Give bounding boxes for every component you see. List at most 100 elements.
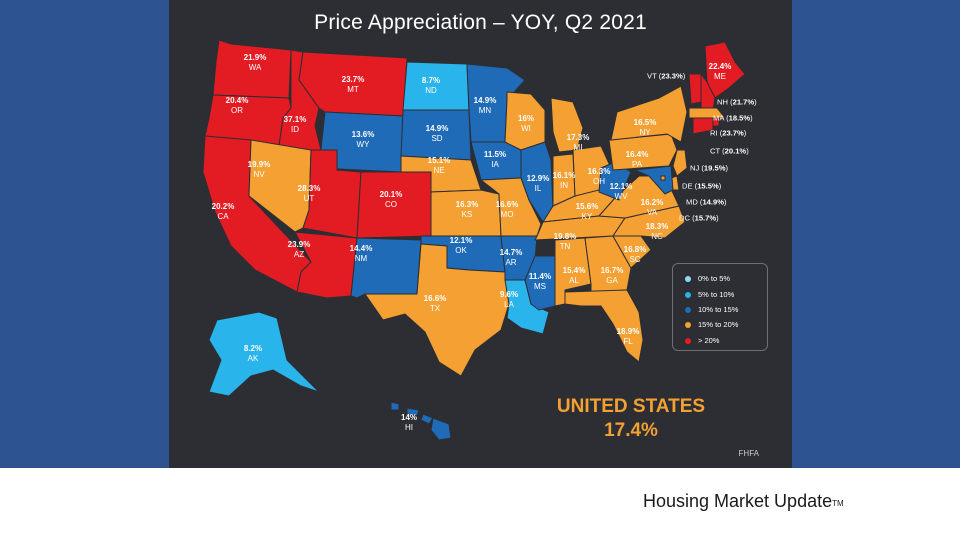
state-abbr: CO bbox=[385, 200, 397, 209]
state-label-ny: 16.5% NY bbox=[634, 118, 657, 138]
state-value: 28.3% bbox=[297, 184, 321, 193]
state-abbr: OR bbox=[231, 106, 243, 115]
state-value: 14.7% bbox=[499, 248, 523, 257]
state-abbr: KY bbox=[581, 212, 593, 221]
state-vt bbox=[688, 73, 702, 105]
state-label-or: 20.4% OR bbox=[226, 96, 249, 116]
state-label-wi: 16% WI bbox=[518, 114, 534, 134]
callout-abbr: MA bbox=[713, 113, 724, 123]
callout-value: 15.5% bbox=[697, 181, 719, 191]
state-label-ar: 14.7% AR bbox=[500, 248, 523, 268]
state-abbr: IL bbox=[534, 184, 542, 193]
state-abbr: NV bbox=[253, 170, 265, 179]
state-abbr: GA bbox=[606, 276, 618, 285]
callout-abbr: CT bbox=[710, 146, 720, 156]
state-value: 14.4% bbox=[349, 244, 373, 253]
legend-item: 0% to 5% bbox=[685, 274, 730, 283]
state-value: 16% bbox=[517, 114, 535, 123]
state-abbr: WA bbox=[248, 63, 262, 72]
legend-label: > 20% bbox=[698, 336, 720, 345]
state-abbr: FL bbox=[623, 337, 633, 346]
callout-value: 19.5% bbox=[703, 163, 726, 173]
callout-abbr: NH bbox=[717, 97, 728, 107]
state-value: 16.2% bbox=[640, 198, 664, 207]
callout-value: 23.7% bbox=[722, 128, 744, 138]
state-label-mn: 14.9% MN bbox=[474, 96, 497, 116]
state-label-ms: 11.4% MS bbox=[529, 272, 551, 292]
state-label-al: 15.4% AL bbox=[563, 266, 586, 286]
callout-value: 15.7% bbox=[694, 213, 717, 223]
state-label-ak: 8.2% AK bbox=[244, 344, 262, 364]
callout-value: 20.1% bbox=[724, 146, 747, 156]
state-value: 15.1% bbox=[427, 156, 451, 165]
state-label-nd: 8.7% ND bbox=[422, 76, 440, 96]
state-label-mt: 23.7% MT bbox=[342, 75, 365, 95]
state-label-in: 16.1% IN bbox=[553, 171, 576, 191]
legend-label: 0% to 5% bbox=[698, 274, 731, 283]
state-abbr: SC bbox=[629, 255, 641, 264]
callout-md: MD (14.9%) bbox=[686, 197, 727, 207]
state-value: 16.3% bbox=[587, 167, 611, 176]
state-abbr: AR bbox=[505, 258, 517, 267]
callout-value: 21.7% bbox=[732, 97, 755, 107]
callout-nh: NH (21.7%) bbox=[717, 97, 757, 107]
national-summary: UNITED STATES 17.4% bbox=[556, 395, 706, 443]
state-abbr: AZ bbox=[293, 250, 305, 259]
state-label-me: 22.4% ME bbox=[709, 62, 732, 82]
national-value: 17.4% bbox=[604, 420, 658, 441]
state-label-wa: 21.9% WA bbox=[244, 53, 267, 73]
state-value: 21.9% bbox=[243, 53, 267, 62]
state-value: 16.3% bbox=[455, 200, 479, 209]
callout-vt: VT (23.3%) bbox=[647, 71, 686, 81]
legend-swatch bbox=[685, 322, 691, 329]
state-abbr: NM bbox=[354, 254, 368, 263]
state-abbr: SD bbox=[431, 134, 443, 143]
state-fl bbox=[564, 289, 644, 363]
state-abbr: MI bbox=[573, 143, 583, 152]
state-label-nv: 19.9% NV bbox=[248, 160, 271, 180]
state-value: 8.2% bbox=[243, 344, 263, 353]
state-label-ut: 28.3% UT bbox=[298, 184, 321, 204]
state-abbr: TN bbox=[559, 242, 571, 251]
state-abbr: NC bbox=[651, 232, 663, 241]
callout-abbr: MD bbox=[686, 197, 698, 207]
state-value: 16.7% bbox=[600, 266, 624, 275]
us-map bbox=[202, 39, 746, 441]
state-value: 18.9% bbox=[616, 327, 640, 336]
state-value: 37.1% bbox=[283, 115, 307, 124]
state-value: 16.4% bbox=[625, 150, 649, 159]
state-hi-island-3 bbox=[420, 413, 434, 425]
state-label-il: 12.9% IL bbox=[527, 174, 550, 194]
state-abbr: ND bbox=[425, 86, 437, 95]
state-dc bbox=[660, 175, 666, 181]
state-md bbox=[633, 165, 674, 195]
state-ak bbox=[208, 311, 320, 397]
state-value: 22.4% bbox=[708, 62, 732, 71]
state-label-ga: 16.7% GA bbox=[601, 266, 624, 286]
legend: 0% to 5% 5% to 10% 10% to 15% 15% to 20% > 2… bbox=[672, 263, 768, 351]
callout-abbr: DE bbox=[682, 181, 693, 191]
state-hi-island-2 bbox=[406, 407, 420, 417]
state-label-sc: 16.8% SC bbox=[624, 245, 647, 265]
state-abbr: LA bbox=[504, 300, 514, 309]
state-value: 23.7% bbox=[341, 75, 365, 84]
state-value: 16.8% bbox=[623, 245, 647, 254]
state-value: 20.4% bbox=[225, 96, 249, 105]
state-abbr: HI bbox=[404, 423, 413, 432]
callout-value: 14.9% bbox=[702, 197, 724, 207]
state-abbr: IA bbox=[491, 160, 499, 169]
state-value: 16.1% bbox=[552, 171, 576, 180]
legend-swatch bbox=[685, 338, 691, 345]
legend-item: 15% to 20% bbox=[685, 320, 738, 329]
legend-label: 15% to 20% bbox=[698, 320, 739, 329]
state-value: 14.9% bbox=[473, 96, 497, 105]
state-value: 19.9% bbox=[247, 160, 271, 169]
state-label-la: 9.6% LA bbox=[500, 290, 518, 310]
legend-item: > 20% bbox=[685, 336, 719, 345]
state-label-oh: 16.3% OH bbox=[588, 167, 611, 187]
legend-swatch bbox=[685, 307, 691, 314]
state-label-fl: 18.9% FL bbox=[617, 327, 640, 347]
state-abbr: TX bbox=[429, 304, 441, 313]
state-abbr: NE bbox=[433, 166, 445, 175]
state-value: 23.9% bbox=[287, 240, 311, 249]
